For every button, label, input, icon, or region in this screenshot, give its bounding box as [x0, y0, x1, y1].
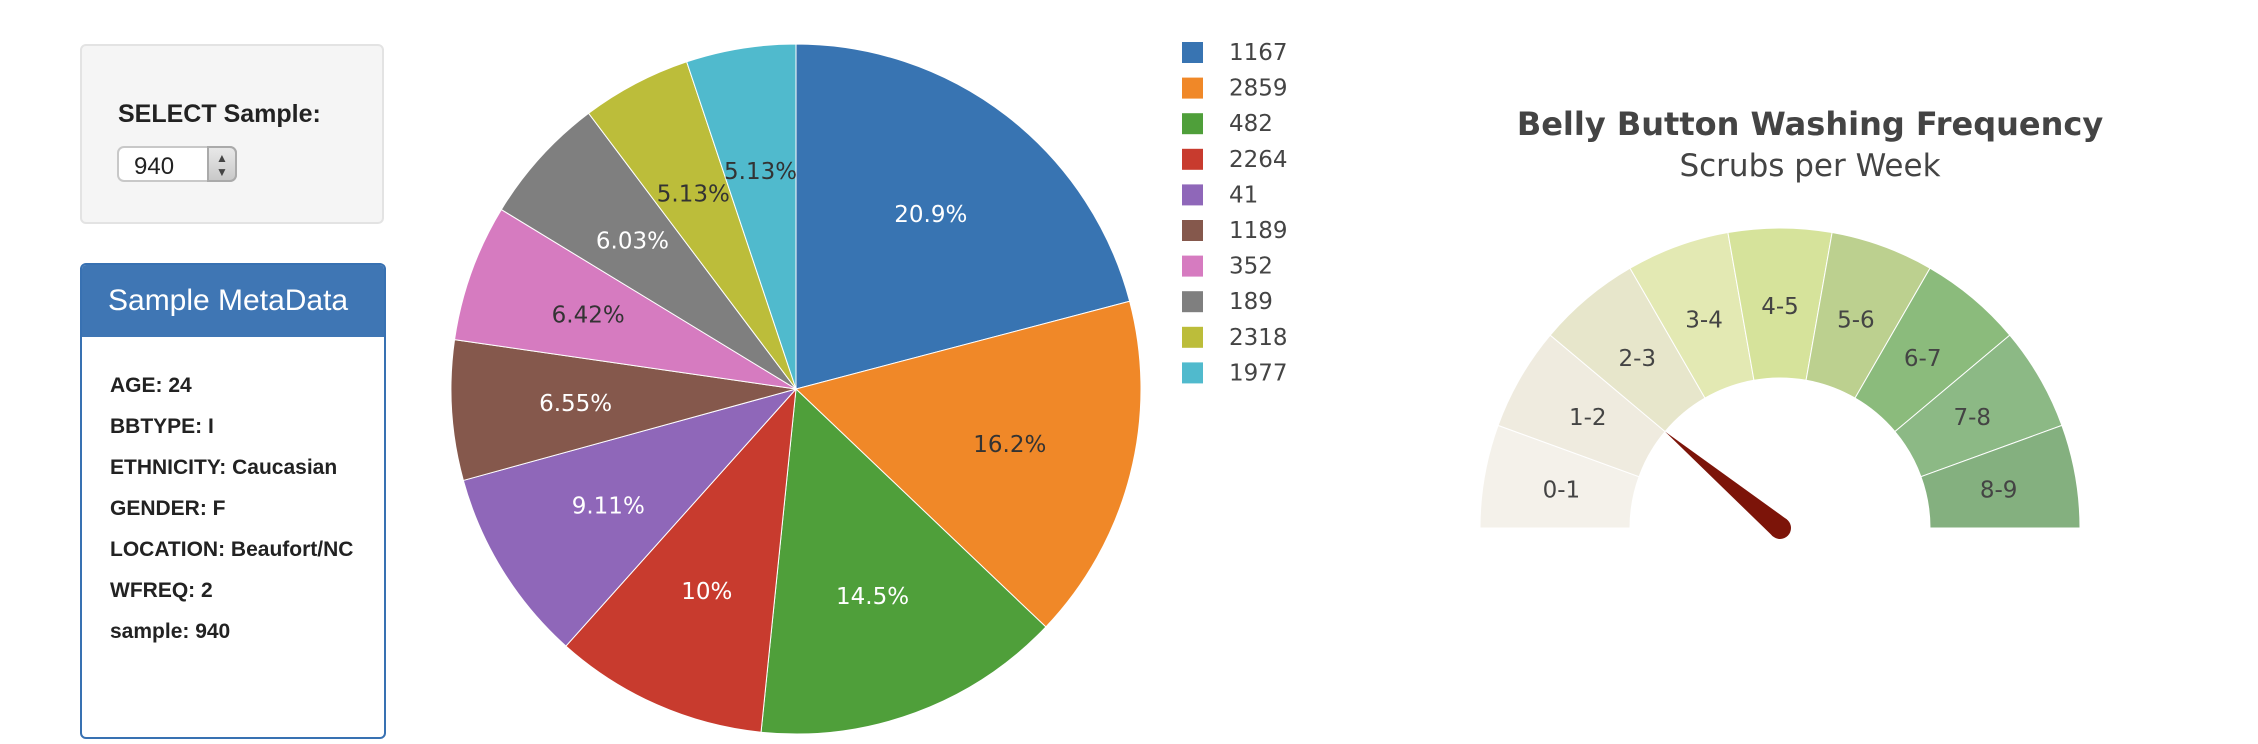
sample-select[interactable]: 940 ▲ ▼ — [117, 146, 237, 182]
pie-slice-2859[interactable] — [795, 300, 1142, 628]
pie-slice-41[interactable] — [462, 388, 798, 647]
legend-label-1977[interactable]: 1977 — [1229, 360, 1288, 386]
legend-label-189[interactable]: 189 — [1229, 289, 1273, 315]
gauge-needle-hub — [1769, 517, 1791, 539]
legend-swatch-1977[interactable] — [1182, 362, 1203, 384]
legend-swatch-2264[interactable] — [1182, 148, 1203, 170]
gauge-segment-label: 5-6 — [1837, 307, 1875, 333]
pie-slice-1167[interactable] — [795, 43, 1131, 390]
metadata-bbtype: BBTYPE: I — [110, 415, 214, 438]
pie-slice-label: 5.13% — [657, 182, 730, 208]
gauge-segment-label: 4-5 — [1761, 294, 1799, 320]
pie-slice-189[interactable] — [500, 112, 797, 390]
pie-slice-label: 16.2% — [973, 432, 1046, 458]
gauge-segment-label: 2-3 — [1619, 346, 1657, 372]
pie-slice-1189[interactable] — [450, 339, 797, 482]
gauge-title: Belly Button Washing Frequency — [1517, 105, 2104, 143]
metadata-ethnicity: ETHNICITY: Caucasian — [110, 456, 338, 479]
gauge-segment-label: 0-1 — [1543, 477, 1581, 503]
gauge-needle — [1665, 431, 1788, 537]
legend-label-1167[interactable]: 1167 — [1229, 40, 1288, 66]
sample-select-value: 940 — [134, 153, 175, 180]
gauge-segment-label: 3-4 — [1685, 307, 1723, 333]
legend-swatch-189[interactable] — [1182, 291, 1203, 313]
pie-slice-label: 9.11% — [572, 493, 645, 519]
pie-slice-1977[interactable] — [686, 43, 797, 390]
metadata-panel: Sample MetaData AGE: 24 BBTYPE: I ETHNIC… — [80, 263, 386, 739]
metadata-sample: sample: 940 — [110, 620, 231, 643]
legend-label-482[interactable]: 482 — [1229, 111, 1273, 137]
legend-label-1189[interactable]: 1189 — [1229, 218, 1288, 244]
pie-slice-label: 5.13% — [724, 159, 797, 185]
legend-swatch-482[interactable] — [1182, 113, 1203, 135]
legend-label-2859[interactable]: 2859 — [1229, 76, 1288, 102]
legend-swatch-1167[interactable] — [1182, 42, 1203, 63]
metadata-age: AGE: 24 — [110, 374, 192, 397]
pie-chart: 20.9% 16.2% 14.5% 10% 9.11% 6.55% 6.42% 6.03% 5.… — [450, 40, 1288, 735]
legend-label-2264[interactable]: 2264 — [1229, 147, 1288, 173]
gauge-segment-label: 6-7 — [1904, 346, 1942, 372]
select-arrows-icon: ▲ ▼ — [207, 146, 237, 182]
pie-slice-label: 6.03% — [596, 229, 669, 255]
pie-slice-label: 14.5% — [836, 584, 909, 610]
legend-swatch-41[interactable] — [1182, 184, 1203, 206]
gauge-subtitle: Scrubs per Week — [1679, 148, 1940, 184]
select-sample-label: SELECT Sample: — [118, 100, 321, 128]
pie-slice-label: 10% — [681, 579, 732, 605]
legend-swatch-1189[interactable] — [1182, 220, 1203, 241]
sample-select-well: SELECT Sample: 940 ▲ ▼ — [80, 44, 384, 224]
metadata-gender: GENDER: F — [110, 497, 226, 520]
legend-swatch-2859[interactable] — [1182, 77, 1203, 99]
legend-swatch-2318[interactable] — [1182, 326, 1203, 348]
gauge-segment-8-9[interactable] — [1920, 424, 2081, 529]
pie-slice-352[interactable] — [453, 208, 797, 390]
pie-slice-482[interactable] — [760, 387, 1047, 735]
legend-swatch-352[interactable] — [1182, 255, 1203, 277]
metadata-title: Sample MetaData — [82, 265, 384, 337]
pie-slice-2264[interactable] — [565, 387, 797, 733]
gauge-segment-label: 1-2 — [1569, 405, 1607, 431]
gauge-segment-label: 8-9 — [1980, 477, 2018, 503]
legend-label-352[interactable]: 352 — [1229, 254, 1273, 280]
pie-slice-label: 6.55% — [539, 391, 612, 417]
metadata-body: AGE: 24 BBTYPE: I ETHNICITY: Caucasian G… — [82, 337, 384, 643]
gauge-chart: Belly Button Washing Frequency Scrubs pe… — [1480, 105, 2104, 539]
legend-label-2318[interactable]: 2318 — [1229, 325, 1288, 351]
metadata-location: LOCATION: Beaufort/NC — [110, 538, 354, 561]
pie-slice-label: 6.42% — [552, 302, 625, 328]
metadata-wfreq: WFREQ: 2 — [110, 579, 213, 602]
pie-slice-label: 20.9% — [894, 202, 967, 228]
gauge-segment-label: 7-8 — [1953, 405, 1991, 431]
legend-label-41[interactable]: 41 — [1229, 182, 1258, 208]
